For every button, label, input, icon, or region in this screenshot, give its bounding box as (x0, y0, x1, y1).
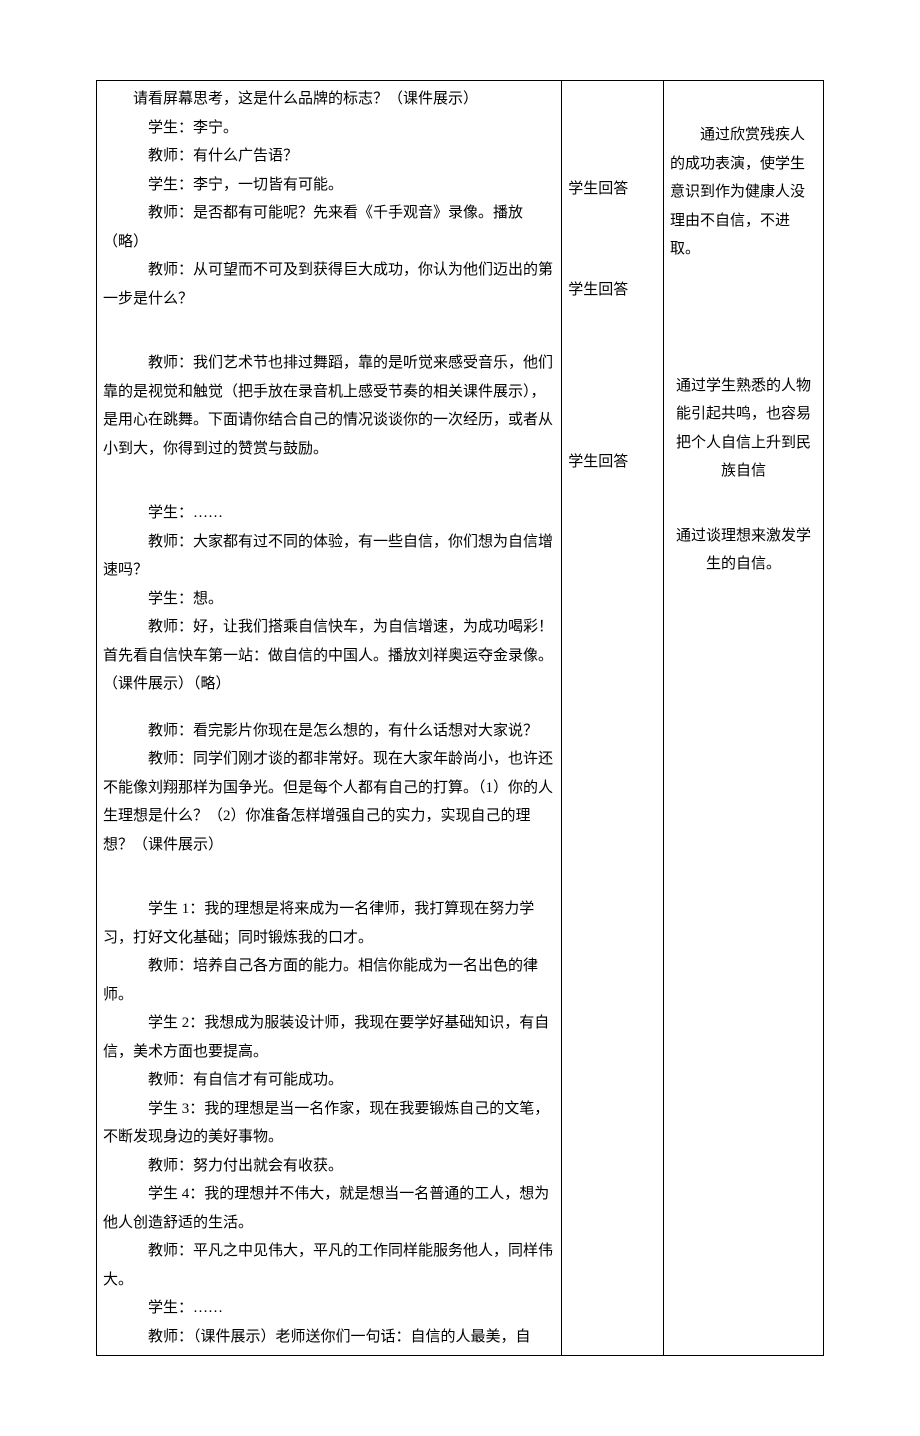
dialogue-line: 学生 3：我的理想是当一名作家，现在我要锻炼自己的文笔，不断发现身边的美好事物。 (103, 1095, 555, 1152)
dialogue-line: 学生 4：我的理想并不伟大，就是想当一名普通的工人，想为他人创造舒适的生活。 (103, 1180, 555, 1237)
annotation-text: 通过谈理想来激发学生的自信。 (670, 522, 817, 579)
dialogue-line: 学生：想。 (103, 585, 555, 614)
dialogue-line: 请看屏幕思考，这是什么品牌的标志？（课件展示） (103, 85, 555, 114)
activity-note: 学生回答 (568, 276, 657, 305)
design-intent-cell: 通过欣赏残疾人的成功表演，使学生意识到作为健康人没理由不自信，不进取。 通过学生… (664, 81, 824, 1356)
annotation-text: 通过欣赏残疾人的成功表演，使学生意识到作为健康人没理由不自信，不进取。 (670, 121, 817, 264)
dialogue-line: 学生：…… (103, 1294, 555, 1323)
dialogue-line: 教师：好，让我们搭乘自信快车，为自信增速，为成功喝彩！首先看自信快车第一站：做自… (103, 613, 555, 699)
teacher-dialogue-cell: 请看屏幕思考，这是什么品牌的标志？（课件展示） 学生：李宁。 教师：有什么广告语… (97, 81, 562, 1356)
dialogue-line: 教师：我们艺术节也排过舞蹈，靠的是听觉来感受音乐，他们靠的是视觉和触觉（把手放在… (103, 349, 555, 463)
student-activity-cell: 学生回答 学生回答 学生回答 (562, 81, 664, 1356)
dialogue-line: 教师：（课件展示）老师送你们一句话：自信的人最美，自 (103, 1323, 555, 1352)
dialogue-line: 教师：是否都有可能呢？先来看《千手观音》录像。播放（略） (103, 199, 555, 256)
dialogue-line: 教师：看完影片你现在是怎么想的，有什么话想对大家说？ (103, 717, 555, 746)
dialogue-line: 教师：平凡之中见伟大，平凡的工作同样能服务他人，同样伟大。 (103, 1237, 555, 1294)
dialogue-line: 教师：努力付出就会有收获。 (103, 1152, 555, 1181)
dialogue-line: 学生：李宁，一切皆有可能。 (103, 171, 555, 200)
dialogue-line: 学生 2：我想成为服装设计师，我现在要学好基础知识，有自信，美术方面也要提高。 (103, 1009, 555, 1066)
activity-note: 学生回答 (568, 175, 657, 204)
dialogue-line: 教师：从可望而不可及到获得巨大成功，你认为他们迈出的第一步是什么？ (103, 256, 555, 313)
activity-note: 学生回答 (568, 448, 657, 477)
dialogue-line: 教师：大家都有过不同的体验，有一些自信，你们想为自信增速吗？ (103, 528, 555, 585)
dialogue-line: 学生 1：我的理想是将来成为一名律师，我打算现在努力学习，打好文化基础；同时锻炼… (103, 895, 555, 952)
dialogue-line: 教师：有自信才有可能成功。 (103, 1066, 555, 1095)
dialogue-line: 学生：…… (103, 499, 555, 528)
annotation-text: 通过学生熟悉的人物能引起共鸣，也容易把个人自信上升到民族自信 (670, 372, 817, 486)
dialogue-line: 教师：同学们刚才谈的都非常好。现在大家年龄尚小，也许还不能像刘翔那样为国争光。但… (103, 745, 555, 859)
dialogue-line: 教师：培养自己各方面的能力。相信你能成为一名出色的律师。 (103, 952, 555, 1009)
dialogue-line: 学生：李宁。 (103, 114, 555, 143)
dialogue-line: 教师：有什么广告语？ (103, 142, 555, 171)
